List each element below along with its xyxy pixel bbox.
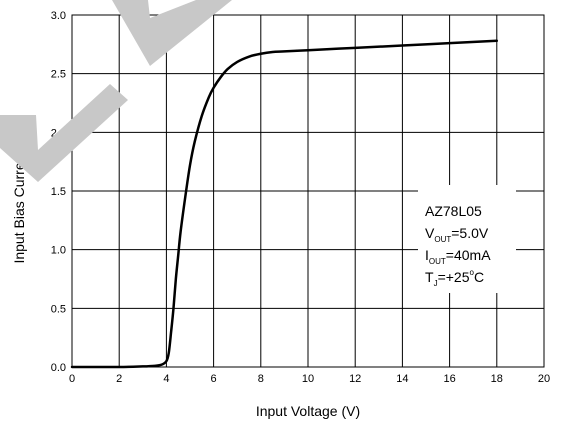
plot-frame [71,14,545,368]
x-tick-label: 8 [258,373,264,385]
x-tick-label: 18 [491,373,503,385]
annotation-tj: TJ=+25oC [425,268,484,288]
series-line [70,39,499,369]
y-tick-label: 0.0 [51,362,66,374]
y-tick-label: 1.5 [51,186,66,198]
y-tick-label: 1.0 [51,245,66,257]
x-tick-label: 12 [349,373,361,385]
annotation-device: AZ78L05 [425,203,482,219]
x-tick-label: 20 [538,373,550,385]
x-tick-label: 2 [116,373,122,385]
watermark-check-2 [0,84,128,182]
x-tick-label: 10 [302,373,314,385]
x-tick-label: 16 [443,373,455,385]
x-axis-label: Input Voltage (V) [256,403,360,419]
x-tick-label: 14 [396,373,408,385]
x-tick-label: 0 [69,373,75,385]
annotation-vout: VOUT=5.0V [425,225,489,244]
annotation-iout: IOUT=40mA [425,247,491,266]
y-tick-label: 3.0 [51,10,66,22]
x-tick-label: 6 [211,373,217,385]
y-tick-label: 2.5 [51,69,66,81]
y-tick-label: 0.5 [51,303,66,315]
watermark-logo [0,0,232,182]
watermark-check-1 [112,0,232,66]
annotation-box: AZ78L05 VOUT=5.0V IOUT=40mA TJ=+25oC [418,185,516,293]
x-tick-label: 4 [163,373,169,385]
